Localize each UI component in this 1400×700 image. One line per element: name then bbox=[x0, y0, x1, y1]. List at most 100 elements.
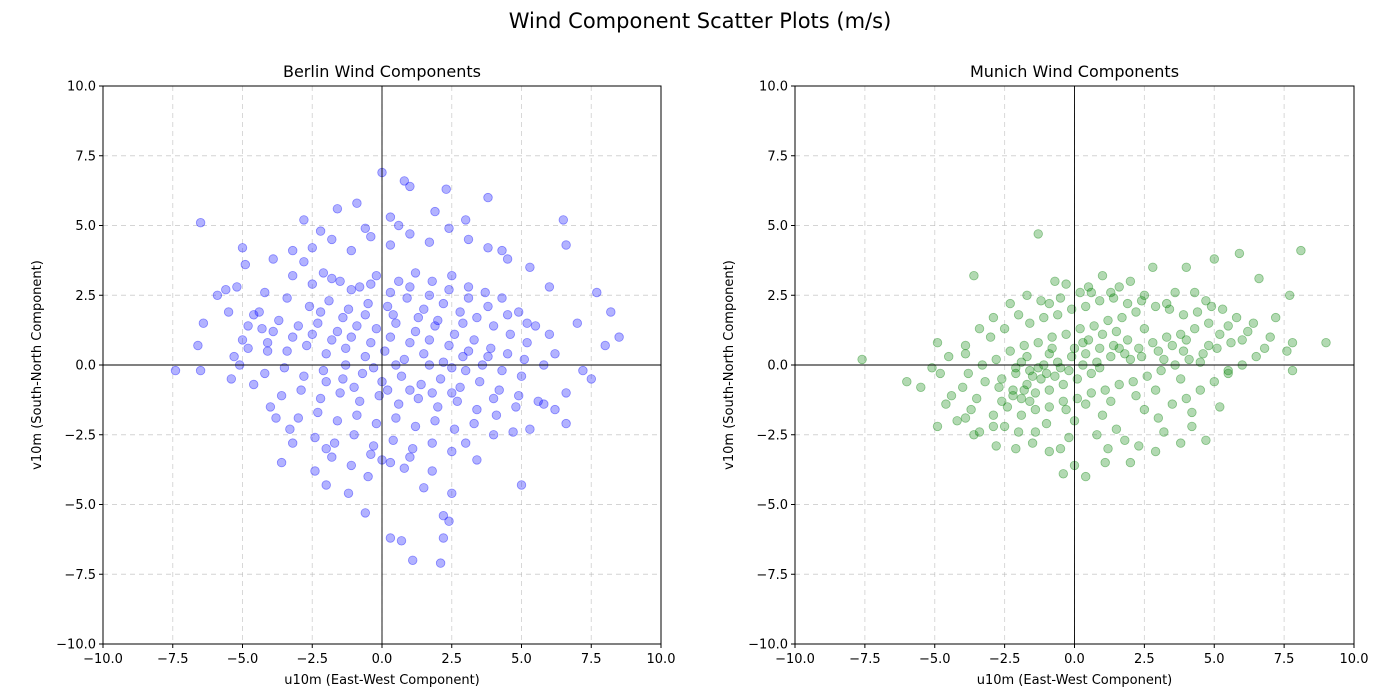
data-point bbox=[586, 374, 597, 384]
data-point bbox=[1223, 368, 1233, 379]
data-point bbox=[1131, 307, 1141, 317]
data-point bbox=[1167, 340, 1178, 351]
y-tick-label: 5.0 bbox=[75, 219, 96, 234]
data-point bbox=[1195, 357, 1206, 367]
data-point bbox=[374, 391, 384, 401]
data-point bbox=[363, 471, 373, 482]
data-point bbox=[447, 488, 457, 499]
data-point bbox=[1058, 379, 1069, 390]
data-point bbox=[1287, 365, 1298, 376]
data-point bbox=[293, 413, 304, 423]
y-tick-label: −10.0 bbox=[748, 638, 788, 653]
y-tick-label: 5.0 bbox=[767, 219, 788, 234]
data-point bbox=[282, 293, 292, 303]
data-point bbox=[243, 321, 253, 331]
data-point bbox=[461, 438, 471, 448]
data-point bbox=[410, 326, 421, 337]
data-point bbox=[371, 324, 382, 334]
data-point bbox=[307, 329, 318, 340]
data-point bbox=[237, 243, 248, 253]
data-point bbox=[1022, 379, 1032, 390]
data-point bbox=[461, 215, 471, 225]
data-point bbox=[1050, 276, 1060, 287]
data-point bbox=[1100, 457, 1110, 468]
data-point bbox=[1201, 435, 1211, 446]
data-point bbox=[525, 262, 535, 273]
data-point bbox=[1094, 363, 1105, 373]
data-point bbox=[399, 354, 410, 365]
data-point bbox=[463, 293, 474, 303]
data-point bbox=[1047, 332, 1057, 342]
data-point bbox=[1125, 457, 1136, 468]
data-point bbox=[321, 349, 331, 359]
y-tick-label: 7.5 bbox=[767, 149, 788, 164]
data-point bbox=[1134, 343, 1144, 354]
data-point bbox=[502, 254, 513, 264]
data-point bbox=[265, 402, 276, 412]
data-point bbox=[1153, 346, 1164, 356]
y-axis-label: v10m (South-North Component) bbox=[722, 260, 737, 470]
data-point bbox=[1022, 290, 1032, 301]
figure-title: Wind Component Scatter Plots (m/s) bbox=[508, 9, 892, 33]
data-point bbox=[332, 326, 343, 337]
data-point bbox=[974, 324, 985, 334]
data-point bbox=[550, 349, 560, 359]
data-point bbox=[561, 418, 571, 429]
data-point bbox=[1011, 368, 1021, 379]
data-point bbox=[366, 279, 376, 289]
data-point bbox=[416, 379, 426, 390]
data-point bbox=[991, 354, 1001, 365]
data-point bbox=[447, 388, 457, 398]
data-point bbox=[438, 357, 449, 367]
data-point bbox=[463, 346, 474, 356]
data-point bbox=[1080, 301, 1091, 312]
y-tick-label: −2.5 bbox=[64, 428, 96, 443]
data-point bbox=[1064, 432, 1074, 443]
data-point bbox=[488, 430, 499, 440]
data-point bbox=[430, 206, 440, 217]
data-point bbox=[405, 452, 415, 462]
data-point bbox=[1097, 329, 1108, 340]
data-point bbox=[1150, 301, 1161, 312]
data-point bbox=[260, 368, 270, 379]
y-tick-label: −5.0 bbox=[64, 498, 96, 513]
data-point bbox=[1025, 365, 1035, 376]
data-point bbox=[1282, 346, 1292, 356]
data-point bbox=[511, 402, 521, 412]
data-point bbox=[285, 424, 295, 434]
data-point bbox=[212, 290, 223, 301]
y-tick-label: 0.0 bbox=[767, 359, 788, 374]
data-point bbox=[960, 413, 971, 423]
data-point bbox=[516, 371, 527, 381]
data-point bbox=[1206, 301, 1217, 312]
data-point bbox=[385, 212, 396, 222]
data-point bbox=[941, 399, 951, 409]
data-point bbox=[352, 321, 362, 331]
data-point bbox=[1181, 393, 1192, 404]
data-point bbox=[321, 444, 331, 454]
data-point bbox=[550, 404, 560, 415]
data-point bbox=[427, 276, 437, 287]
data-point bbox=[430, 416, 440, 426]
data-point bbox=[1134, 441, 1144, 451]
data-point bbox=[1175, 438, 1186, 448]
data-point bbox=[1131, 391, 1141, 401]
data-point bbox=[1215, 329, 1225, 340]
data-point bbox=[349, 430, 359, 440]
data-point bbox=[1153, 413, 1164, 423]
data-point bbox=[1111, 326, 1122, 337]
data-point bbox=[1148, 338, 1158, 348]
data-point bbox=[193, 340, 203, 351]
data-point bbox=[1223, 365, 1233, 376]
data-point bbox=[1089, 321, 1099, 331]
data-point bbox=[371, 271, 382, 281]
data-point bbox=[195, 217, 206, 228]
data-point bbox=[1039, 312, 1049, 323]
data-point bbox=[1243, 326, 1253, 337]
data-point bbox=[1013, 427, 1024, 437]
data-point bbox=[1203, 340, 1214, 351]
data-point bbox=[288, 438, 298, 448]
data-point bbox=[341, 343, 351, 354]
data-point bbox=[1033, 229, 1043, 239]
data-point bbox=[313, 407, 323, 418]
